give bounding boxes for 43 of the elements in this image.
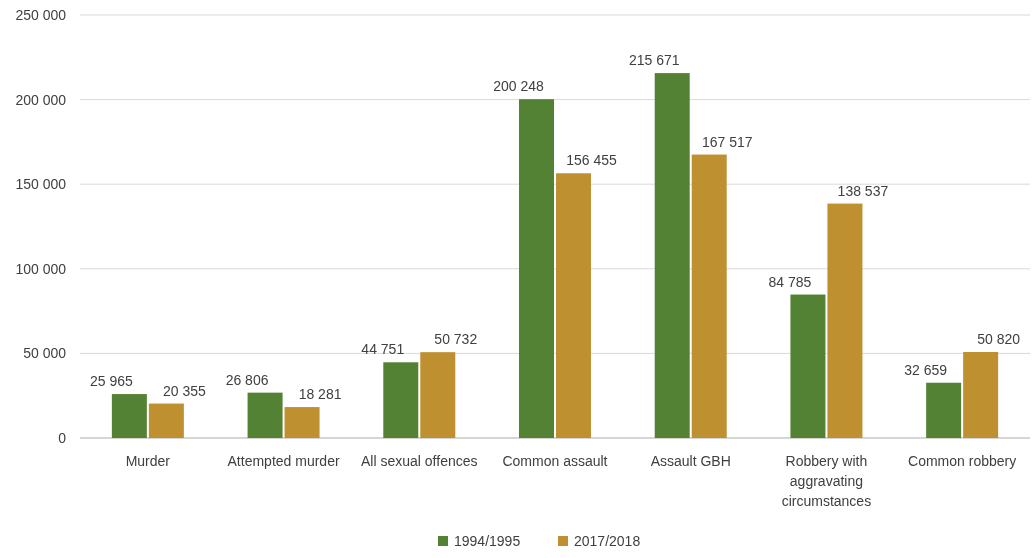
y-tick-label: 250 000	[15, 7, 67, 23]
data-label: 215 671	[628, 52, 680, 69]
legend-label: 2017/2018	[574, 533, 641, 549]
bar	[654, 73, 690, 438]
bar	[963, 352, 999, 438]
bar	[556, 173, 591, 438]
bar	[926, 382, 962, 438]
x-tick-label: Assault GBH	[650, 453, 731, 469]
bar	[247, 392, 283, 438]
y-tick-label: 0	[58, 430, 67, 446]
bar	[111, 394, 147, 438]
bar	[284, 407, 320, 438]
bar	[383, 362, 419, 438]
data-label: 20 355	[162, 382, 206, 399]
bar	[148, 403, 184, 438]
y-tick-label: 50 000	[23, 345, 67, 362]
bar	[691, 154, 727, 438]
y-tick-label: 150 000	[15, 176, 67, 193]
bar	[827, 203, 863, 438]
data-label: 32 659	[904, 361, 948, 378]
x-tick-label: Attempted murder	[227, 453, 340, 469]
y-tick-label: 100 000	[15, 260, 67, 277]
data-label: 138 537	[837, 182, 889, 199]
x-tick-label: Common assault	[502, 453, 608, 469]
data-label: 156 455	[566, 152, 618, 169]
data-label: 25 965	[89, 373, 133, 390]
data-label: 50 820	[977, 331, 1021, 348]
data-label: 26 806	[225, 371, 269, 388]
data-label: 50 732	[434, 331, 478, 348]
bar	[790, 294, 826, 438]
bar	[519, 99, 554, 438]
data-label: 44 751	[361, 341, 405, 358]
bar	[420, 352, 456, 438]
data-label: 200 248	[493, 78, 545, 95]
x-tick-label: Common robbery	[908, 453, 1017, 469]
x-tick-label: Robbery with aggravating circumstances	[781, 453, 872, 509]
legend-label: 1994/1995	[454, 533, 521, 549]
y-tick-label: 200 000	[15, 91, 67, 108]
x-tick-label: Murder	[125, 453, 171, 469]
data-label: 167 517	[701, 133, 753, 150]
x-tick-label: All sexual offences	[361, 453, 478, 469]
data-label: 18 281	[298, 386, 342, 403]
data-label: 84 785	[768, 273, 812, 290]
